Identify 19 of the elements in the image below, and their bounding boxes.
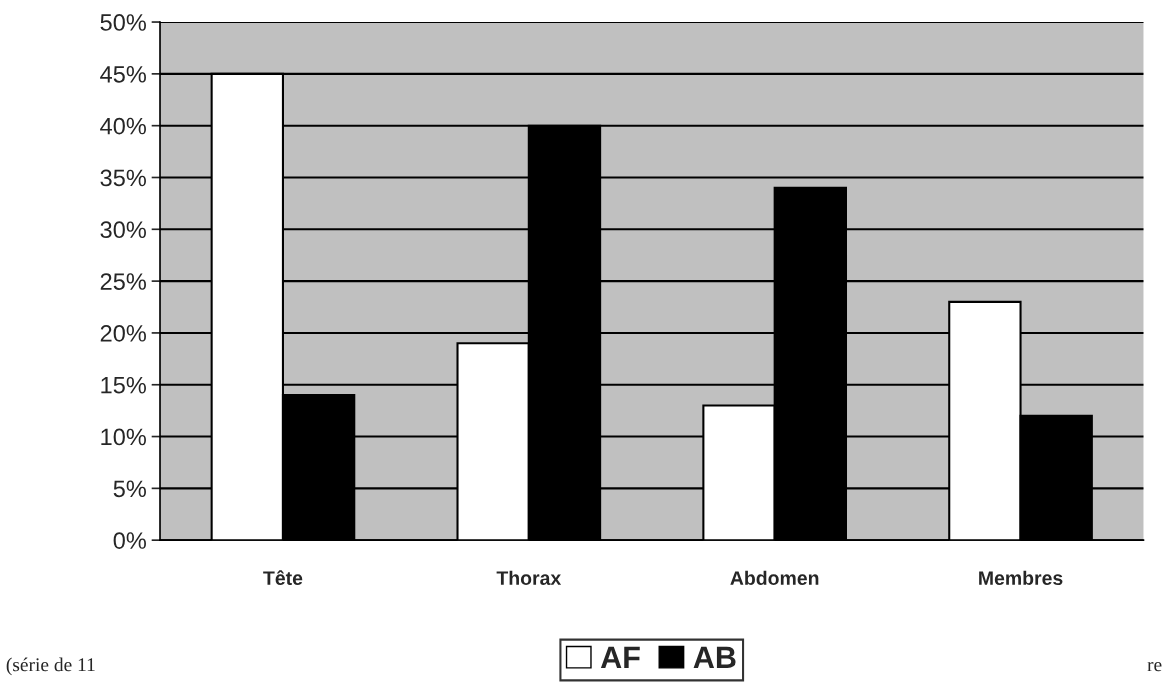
- legend-label: AF: [600, 646, 640, 668]
- text: (série de 11: [6, 657, 95, 676]
- x-tick-label: Membres: [979, 570, 1063, 586]
- y-tick-label: 35%: [100, 169, 146, 187]
- y-tick-label: 10%: [101, 428, 146, 446]
- x-tick-label: Abdomen: [730, 570, 819, 586]
- x-tick-label: Thorax: [496, 570, 562, 586]
- y-tick-label: 45%: [100, 66, 146, 83]
- y-tick-label: 25%: [100, 273, 146, 290]
- y-tick-label: 5%: [113, 480, 146, 498]
- y-tick-label: 0%: [113, 532, 146, 549]
- x-tick-label: Tête: [263, 570, 303, 586]
- legend-label: AB: [693, 646, 736, 668]
- y-tick-label: 20%: [100, 324, 146, 342]
- y-tick-label: 15%: [101, 376, 146, 394]
- text: re: [1147, 661, 1162, 672]
- y-tick-label: 40%: [100, 117, 146, 135]
- y-tick-label: 30%: [100, 221, 146, 239]
- y-tick-label: 50%: [100, 14, 146, 31]
